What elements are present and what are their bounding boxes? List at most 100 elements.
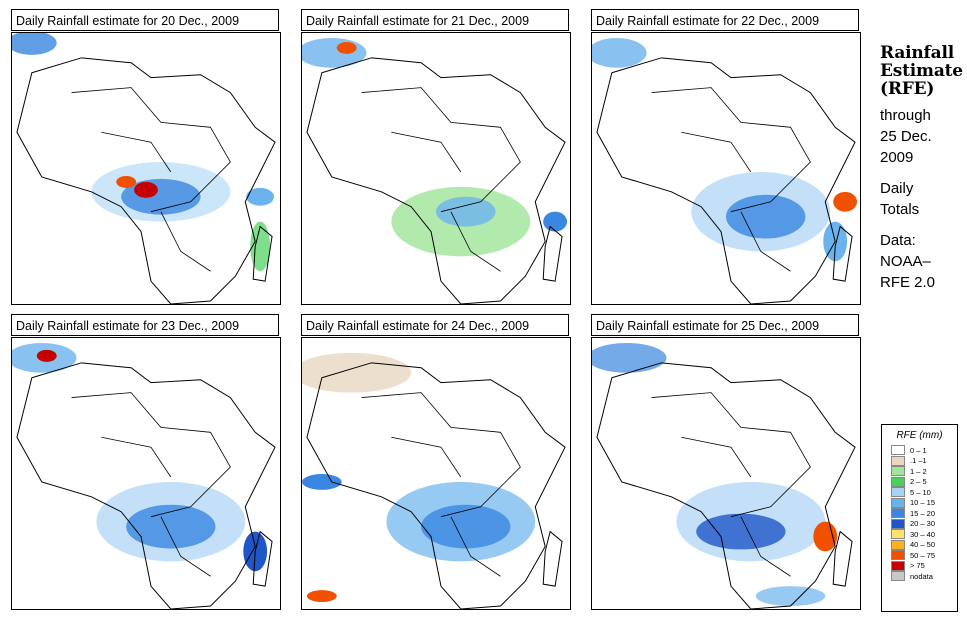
- legend-label: > 75: [910, 561, 925, 571]
- legend-item: 40 – 50: [891, 539, 957, 551]
- legend-swatch: [891, 445, 905, 456]
- africa-rainfall-map: [11, 32, 281, 305]
- africa-outline: [596, 57, 856, 304]
- legend-swatch: [891, 571, 905, 582]
- africa-outline: [16, 57, 276, 304]
- rain-blob: [755, 586, 826, 607]
- rainfall-panel-24-dec: Daily Rainfall estimate for 24 Dec., 200…: [301, 314, 571, 610]
- madagascar-outline: [252, 225, 273, 282]
- totals-line2: Totals: [880, 201, 920, 218]
- rain-blob: [126, 504, 216, 549]
- africa-outline: [16, 362, 276, 609]
- madagascar-outline: [832, 225, 853, 282]
- legend-label: 40 – 50: [910, 540, 936, 550]
- panel-title: Daily Rainfall estimate for 24 Dec., 200…: [301, 314, 569, 336]
- legend-item: > 75: [891, 560, 957, 572]
- africa-outline: [306, 57, 566, 304]
- legend-title: RFE (mm): [896, 430, 943, 441]
- rainfall-panel-22-dec: Daily Rainfall estimate for 22 Dec., 200…: [591, 9, 861, 305]
- legend-item: 1 – 2: [891, 466, 957, 477]
- legend-swatch: [891, 518, 905, 529]
- legend-label: 10 – 15: [910, 498, 936, 508]
- rain-blob: [306, 590, 337, 603]
- legend-swatch: [891, 455, 905, 466]
- data-source-line2: RFE 2.0: [880, 274, 936, 291]
- legend-swatch: [891, 529, 905, 540]
- rain-blob: [592, 37, 647, 68]
- legend-swatch: [891, 560, 905, 571]
- legend-item: 10 – 15: [891, 497, 957, 509]
- through-label: through: [880, 107, 931, 124]
- legend-label: 15 – 20: [910, 508, 936, 518]
- madagascar-outline: [542, 225, 563, 282]
- africa-outline: [306, 362, 566, 609]
- through-date: 25 Dec.: [880, 128, 932, 145]
- legend-item: 0 – 1: [891, 445, 957, 456]
- rain-blob: [36, 349, 57, 362]
- legend-label: nodata: [910, 571, 933, 581]
- legend-swatch: [891, 476, 905, 487]
- totals-line1: Daily: [880, 180, 914, 197]
- legend-item: 50 – 75: [891, 550, 957, 561]
- africa-rainfall-map: [301, 337, 571, 610]
- rainfall-panel-21-dec: Daily Rainfall estimate for 21 Dec., 200…: [301, 9, 571, 305]
- side-title-line3: (RFE): [880, 79, 935, 99]
- through-year: 2009: [880, 149, 914, 166]
- africa-rainfall-map: [11, 337, 281, 610]
- rainfall-panel-25-dec: Daily Rainfall estimate for 25 Dec., 200…: [591, 314, 861, 610]
- panel-title: Daily Rainfall estimate for 20 Dec., 200…: [11, 9, 279, 31]
- rain-blob: [246, 187, 275, 206]
- rain-blob: [302, 352, 412, 393]
- legend-item: 2 – 5: [891, 476, 957, 488]
- map-svg: [302, 37, 568, 304]
- country-borders: [651, 392, 811, 577]
- legend-label: 0 – 1: [910, 445, 927, 455]
- legend-label: 2 – 5: [910, 477, 927, 487]
- data-label: Data:: [880, 232, 916, 249]
- map-svg: [592, 37, 858, 304]
- legend-item: 30 – 40: [891, 529, 957, 540]
- country-borders: [361, 87, 521, 272]
- rainfall-panel-23-dec: Daily Rainfall estimate for 23 Dec., 200…: [11, 314, 281, 610]
- legend-label: 30 – 40: [910, 529, 936, 539]
- map-svg: [12, 33, 276, 304]
- madagascar-outline: [542, 530, 563, 587]
- legend-label: 1 – 2: [910, 466, 927, 476]
- madagascar-outline: [252, 530, 273, 587]
- map-svg: [12, 342, 276, 609]
- rain-blob: [134, 181, 158, 198]
- rain-blob: [833, 191, 858, 212]
- madagascar-outline: [832, 530, 853, 587]
- rain-blob: [592, 342, 667, 373]
- rain-blob: [726, 194, 806, 239]
- legend-label: 5 – 10: [910, 487, 931, 497]
- rain-blob: [302, 37, 367, 68]
- rain-blob: [336, 41, 357, 54]
- side-title-line1: Rainfall: [880, 43, 954, 63]
- legend-swatch: [891, 497, 905, 508]
- side-info: Rainfall Estimate (RFE) through 25 Dec. …: [880, 44, 965, 292]
- legend-item: .1 –1: [891, 455, 957, 467]
- legend-item: 5 – 10: [891, 487, 957, 498]
- legend-swatch: [891, 539, 905, 550]
- rainfall-panel-20-dec: Daily Rainfall estimate for 20 Dec., 200…: [11, 9, 281, 305]
- rain-blob: [696, 513, 786, 550]
- rain-blob: [813, 521, 838, 552]
- legend-swatch: [891, 466, 905, 477]
- legend-swatch: [891, 550, 905, 561]
- country-borders: [71, 87, 231, 272]
- country-borders: [651, 87, 811, 272]
- rain-blob: [116, 175, 137, 188]
- rain-blob: [543, 211, 568, 232]
- data-source-line1: NOAA–: [880, 253, 931, 270]
- rain-blob: [12, 33, 57, 55]
- africa-rainfall-map: [591, 337, 861, 610]
- rain-blob: [436, 196, 496, 227]
- legend-swatch: [891, 508, 905, 519]
- panel-title: Daily Rainfall estimate for 25 Dec., 200…: [591, 314, 859, 336]
- africa-rainfall-map: [591, 32, 861, 305]
- legend-label: .1 –1: [910, 456, 927, 466]
- legend-item: 15 – 20: [891, 508, 957, 519]
